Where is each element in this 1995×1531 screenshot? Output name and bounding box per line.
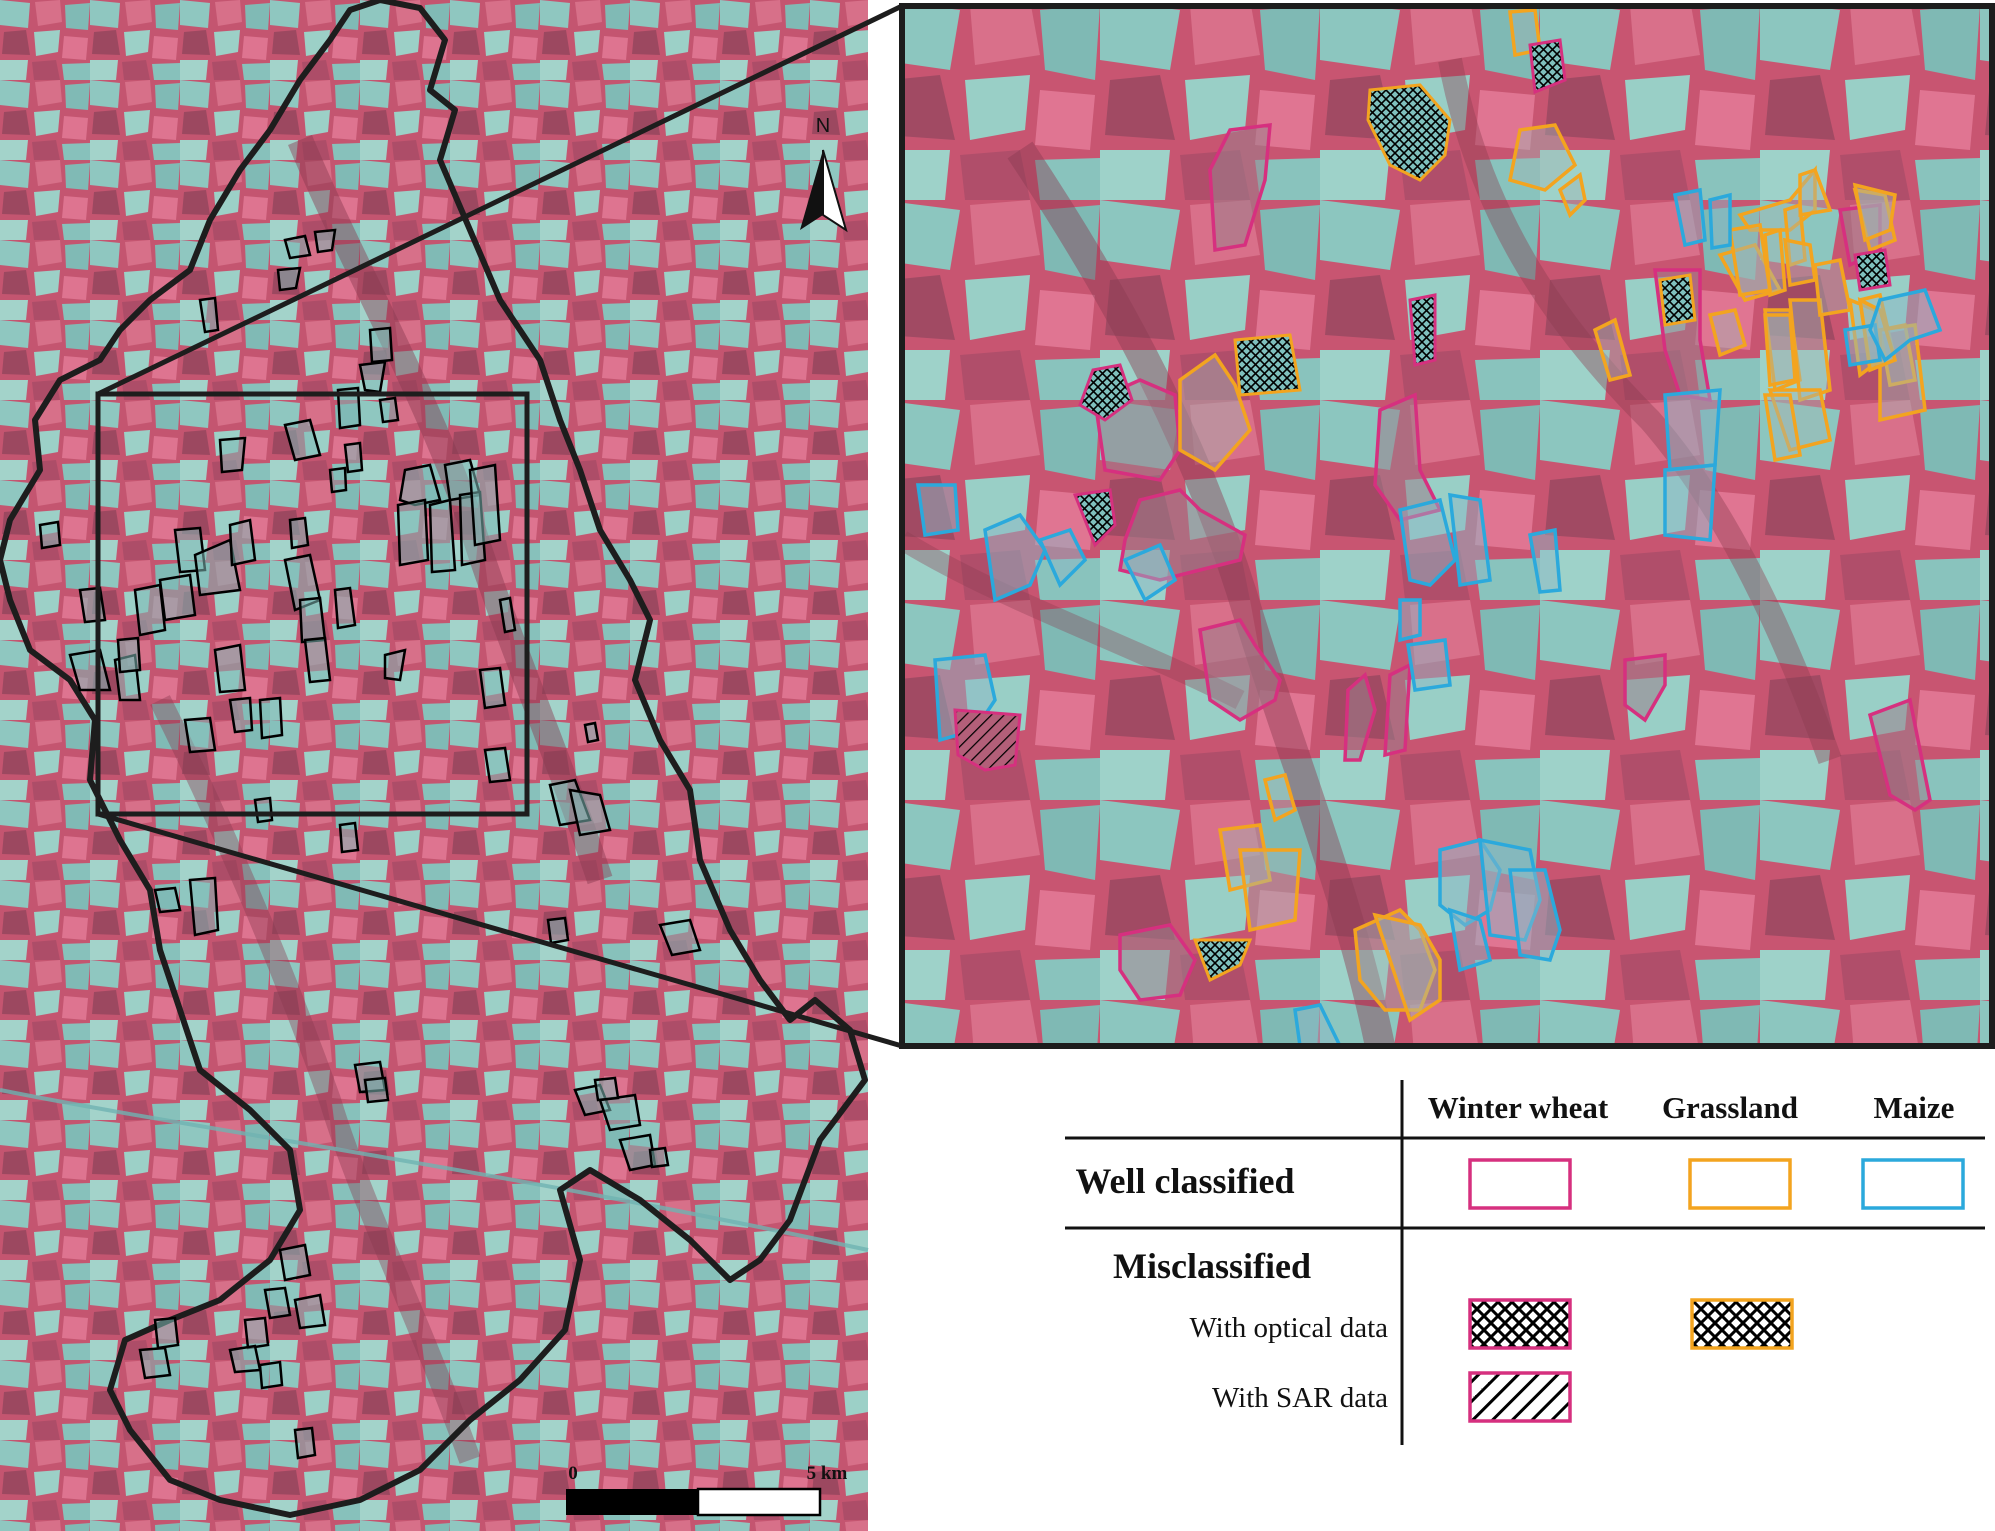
zoom-extent-box [95, 391, 530, 817]
zoom-map-frame [899, 3, 1995, 1049]
grassland-well-fields [1178, 8, 1927, 1023]
zoom-map [899, 3, 1995, 1049]
legend-sub-optical: With optical data [1189, 1312, 1388, 1344]
swatch-grassland-optical [1690, 1298, 1794, 1350]
legend-sub-sar: With SAR data [1212, 1382, 1388, 1414]
misclassified-sar-field [953, 708, 1022, 772]
north-arrow-label: N [816, 115, 830, 137]
scale-end-label: 5 km [807, 1463, 848, 1484]
swatch-wheat-well [1468, 1158, 1572, 1210]
maize-well-fields [915, 187, 1943, 1048]
connector-top [96, 3, 904, 397]
swatch-maize-well [1861, 1158, 1965, 1210]
legend-col-winter-wheat: Winter wheat [1428, 1090, 1609, 1125]
north-arrow-icon [800, 150, 823, 230]
scale-bar: 0 5 km [566, 1463, 848, 1517]
scale-start-label: 0 [568, 1463, 578, 1484]
swatch-wheat-optical [1468, 1298, 1572, 1350]
connector-bottom [97, 811, 903, 1049]
swatch-grassland-well [1688, 1158, 1792, 1210]
legend-col-grassland: Grassland [1662, 1090, 1798, 1125]
swatch-wheat-sar [1468, 1371, 1572, 1423]
north-arrow: N [800, 115, 848, 233]
legend-row-well: Well classified [1076, 1161, 1295, 1201]
misclassified-optical-fields [1072, 38, 1892, 983]
legend-row-mis: Misclassified [1113, 1246, 1311, 1286]
overview-map: N 0 5 km [0, 0, 869, 1531]
watershed-boundary [0, 0, 868, 1518]
legend-col-maize: Maize [1874, 1090, 1955, 1125]
legend: Winter wheat Grassland Maize Well classi… [1065, 1080, 1985, 1445]
